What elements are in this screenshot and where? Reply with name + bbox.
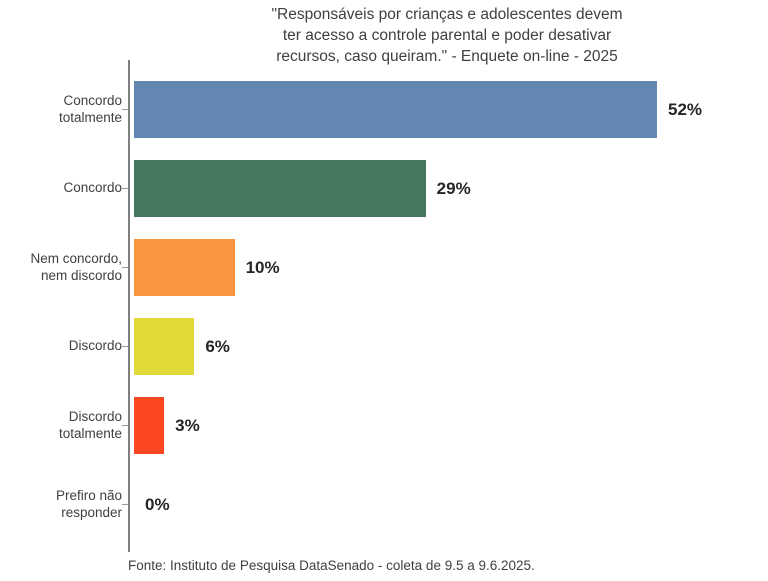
category-label: Discordo: [68, 338, 122, 354]
bar-discordo-totalmente: [134, 397, 165, 454]
value-label: 10%: [245, 257, 280, 277]
category-label: Concordo totalmente: [58, 92, 122, 125]
value-label: 52%: [668, 99, 703, 119]
value-label: 6%: [205, 336, 230, 356]
bar-discordo: [134, 318, 195, 375]
plot-area: Concordo totalmente 52% Concordo 29% Nem…: [30, 60, 760, 552]
category-label: Nem concordo, nem discordo: [30, 250, 122, 283]
value-label: 29%: [436, 178, 471, 198]
chart-title: "Responsáveis por crianças e adolescente…: [271, 6, 623, 65]
bar-row-discordo: Discordo 6%: [69, 307, 760, 386]
source-caption: Fonte: Instituto de Pesquisa DataSenado …: [128, 558, 535, 573]
bar-nem-concordo-nem-discordo: [134, 239, 235, 296]
bar-concordo-totalmente: [134, 81, 657, 138]
axis-tick: [122, 266, 128, 268]
category-label: Discordo totalmente: [58, 408, 122, 441]
axis-tick: [122, 108, 128, 110]
category-label: Concordo: [63, 180, 122, 196]
bar-row-discordo-totalmente: Discordo totalmente 3%: [59, 386, 760, 465]
bar-row-concordo: Concordo 29%: [63, 149, 760, 228]
bar-row-prefiro-nao-responder: Prefiro não responder 0%: [56, 465, 760, 544]
bar-concordo: [134, 160, 426, 217]
bar-row-nem-concordo-nem-discordo: Nem concordo, nem discordo 10%: [30, 228, 760, 307]
value-label: 0%: [145, 494, 170, 514]
category-label: Prefiro não responder: [55, 487, 122, 520]
axis-tick: [122, 345, 128, 347]
bar-row-concordo-totalmente: Concordo totalmente 52%: [59, 70, 760, 149]
axis-tick: [122, 503, 128, 505]
axis-tick: [122, 424, 128, 426]
axis-tick: [122, 187, 128, 189]
value-label: 3%: [175, 415, 200, 435]
